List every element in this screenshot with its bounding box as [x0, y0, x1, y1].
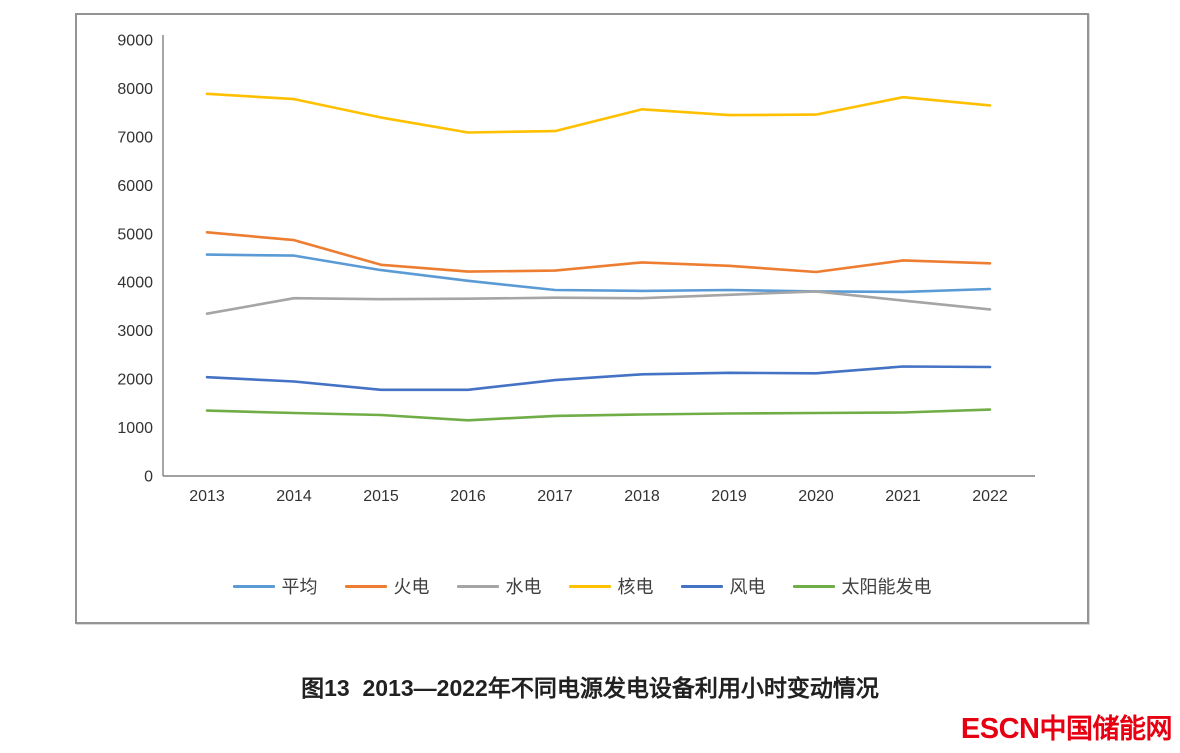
legend-item-average: 平均 [232, 573, 318, 599]
legend-label: 平均 [281, 577, 318, 597]
legend-label: 火电 [393, 577, 430, 597]
chart-frame: 9000 8000 7000 6000 5000 4000 3000 2000 1000 0 201… [75, 13, 1089, 624]
series-line-solar [205, 408, 992, 422]
y-tick-label: 1000 [117, 420, 153, 437]
legend-swatch-solar [792, 584, 835, 588]
series-line-thermal [205, 231, 992, 274]
x-tick-label: 2014 [276, 488, 312, 505]
legend-item-wind: 风电 [680, 573, 766, 599]
escn-logo: ESCN中国储能网 [960, 707, 1173, 746]
y-tick-label: 7000 [117, 129, 153, 146]
y-tick-label: 5000 [117, 226, 153, 243]
chart-legend: 平均 火电 水电 核电 风电 太阳能发电 [77, 573, 1087, 599]
series-line-nuclear [205, 92, 992, 134]
legend-swatch-hydro [456, 584, 499, 588]
series-line-hydro [205, 290, 992, 316]
x-tick-label: 2016 [450, 488, 486, 505]
escn-logo-cjk: 中国储能网 [1039, 714, 1173, 744]
legend-item-nuclear: 核电 [568, 573, 654, 599]
x-tick-label: 2017 [537, 488, 573, 505]
x-tick-label: 2022 [972, 488, 1008, 505]
y-tick-label: 6000 [117, 178, 153, 195]
y-tick-label: 8000 [117, 81, 153, 98]
series-line-wind [205, 365, 992, 392]
y-tick-label: 0 [144, 469, 153, 486]
legend-label: 水电 [505, 577, 542, 597]
legend-swatch-thermal [344, 584, 387, 588]
legend-label: 太阳能发电 [841, 577, 932, 597]
legend-swatch-wind [680, 584, 723, 588]
x-tick-label: 2013 [189, 488, 225, 505]
y-tick-label: 4000 [117, 275, 153, 292]
x-tick-label: 2021 [885, 488, 921, 505]
y-tick-label: 3000 [117, 323, 153, 340]
x-tick-label: 2019 [711, 488, 747, 505]
legend-item-solar: 太阳能发电 [792, 573, 932, 599]
legend-label: 风电 [729, 577, 766, 597]
legend-item-thermal: 火电 [344, 573, 430, 599]
chart-svg: 9000 8000 7000 6000 5000 4000 3000 2000 1000 0 201… [117, 33, 1035, 505]
legend-swatch-average [232, 584, 275, 588]
x-tick-label: 2015 [363, 488, 399, 505]
legend-swatch-nuclear [568, 584, 611, 588]
y-tick-label: 2000 [117, 372, 153, 389]
y-tick-label: 9000 [117, 33, 153, 50]
escn-logo-latin: ESCN [960, 713, 1040, 745]
x-tick-label: 2018 [624, 488, 660, 505]
series-line-average [205, 253, 992, 294]
figure-caption: 图13 2013—2022年不同电源发电设备利用小时变动情况 [301, 675, 879, 701]
legend-item-hydro: 水电 [456, 573, 542, 599]
x-tick-label: 2020 [798, 488, 834, 505]
legend-label: 核电 [617, 577, 654, 597]
